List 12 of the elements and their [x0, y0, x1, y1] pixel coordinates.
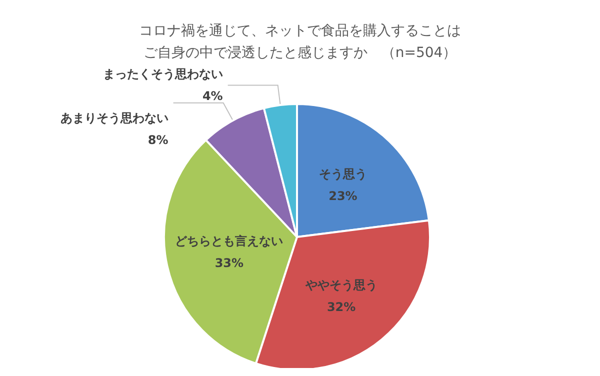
chart-subtitle: ご自身の中で浸透したと感じますか （n=504）: [143, 45, 457, 61]
data-label: 32%: [326, 300, 356, 314]
data-label: 8%: [148, 133, 168, 148]
data-label: 33%: [214, 256, 244, 270]
slice-label: そう思う: [318, 166, 367, 181]
slice-label: あまりそう思わない: [60, 111, 168, 126]
data-label: 23%: [328, 188, 358, 203]
slice-label: ややそう思う: [304, 278, 378, 292]
data-label: 4%: [202, 89, 223, 104]
slice-label: どちらとも言えない: [175, 234, 284, 248]
slice-label: まったくそう思わない: [102, 67, 223, 82]
chart-title: コロナ禍を通じて、ネットで食品を購入することは: [139, 23, 461, 39]
